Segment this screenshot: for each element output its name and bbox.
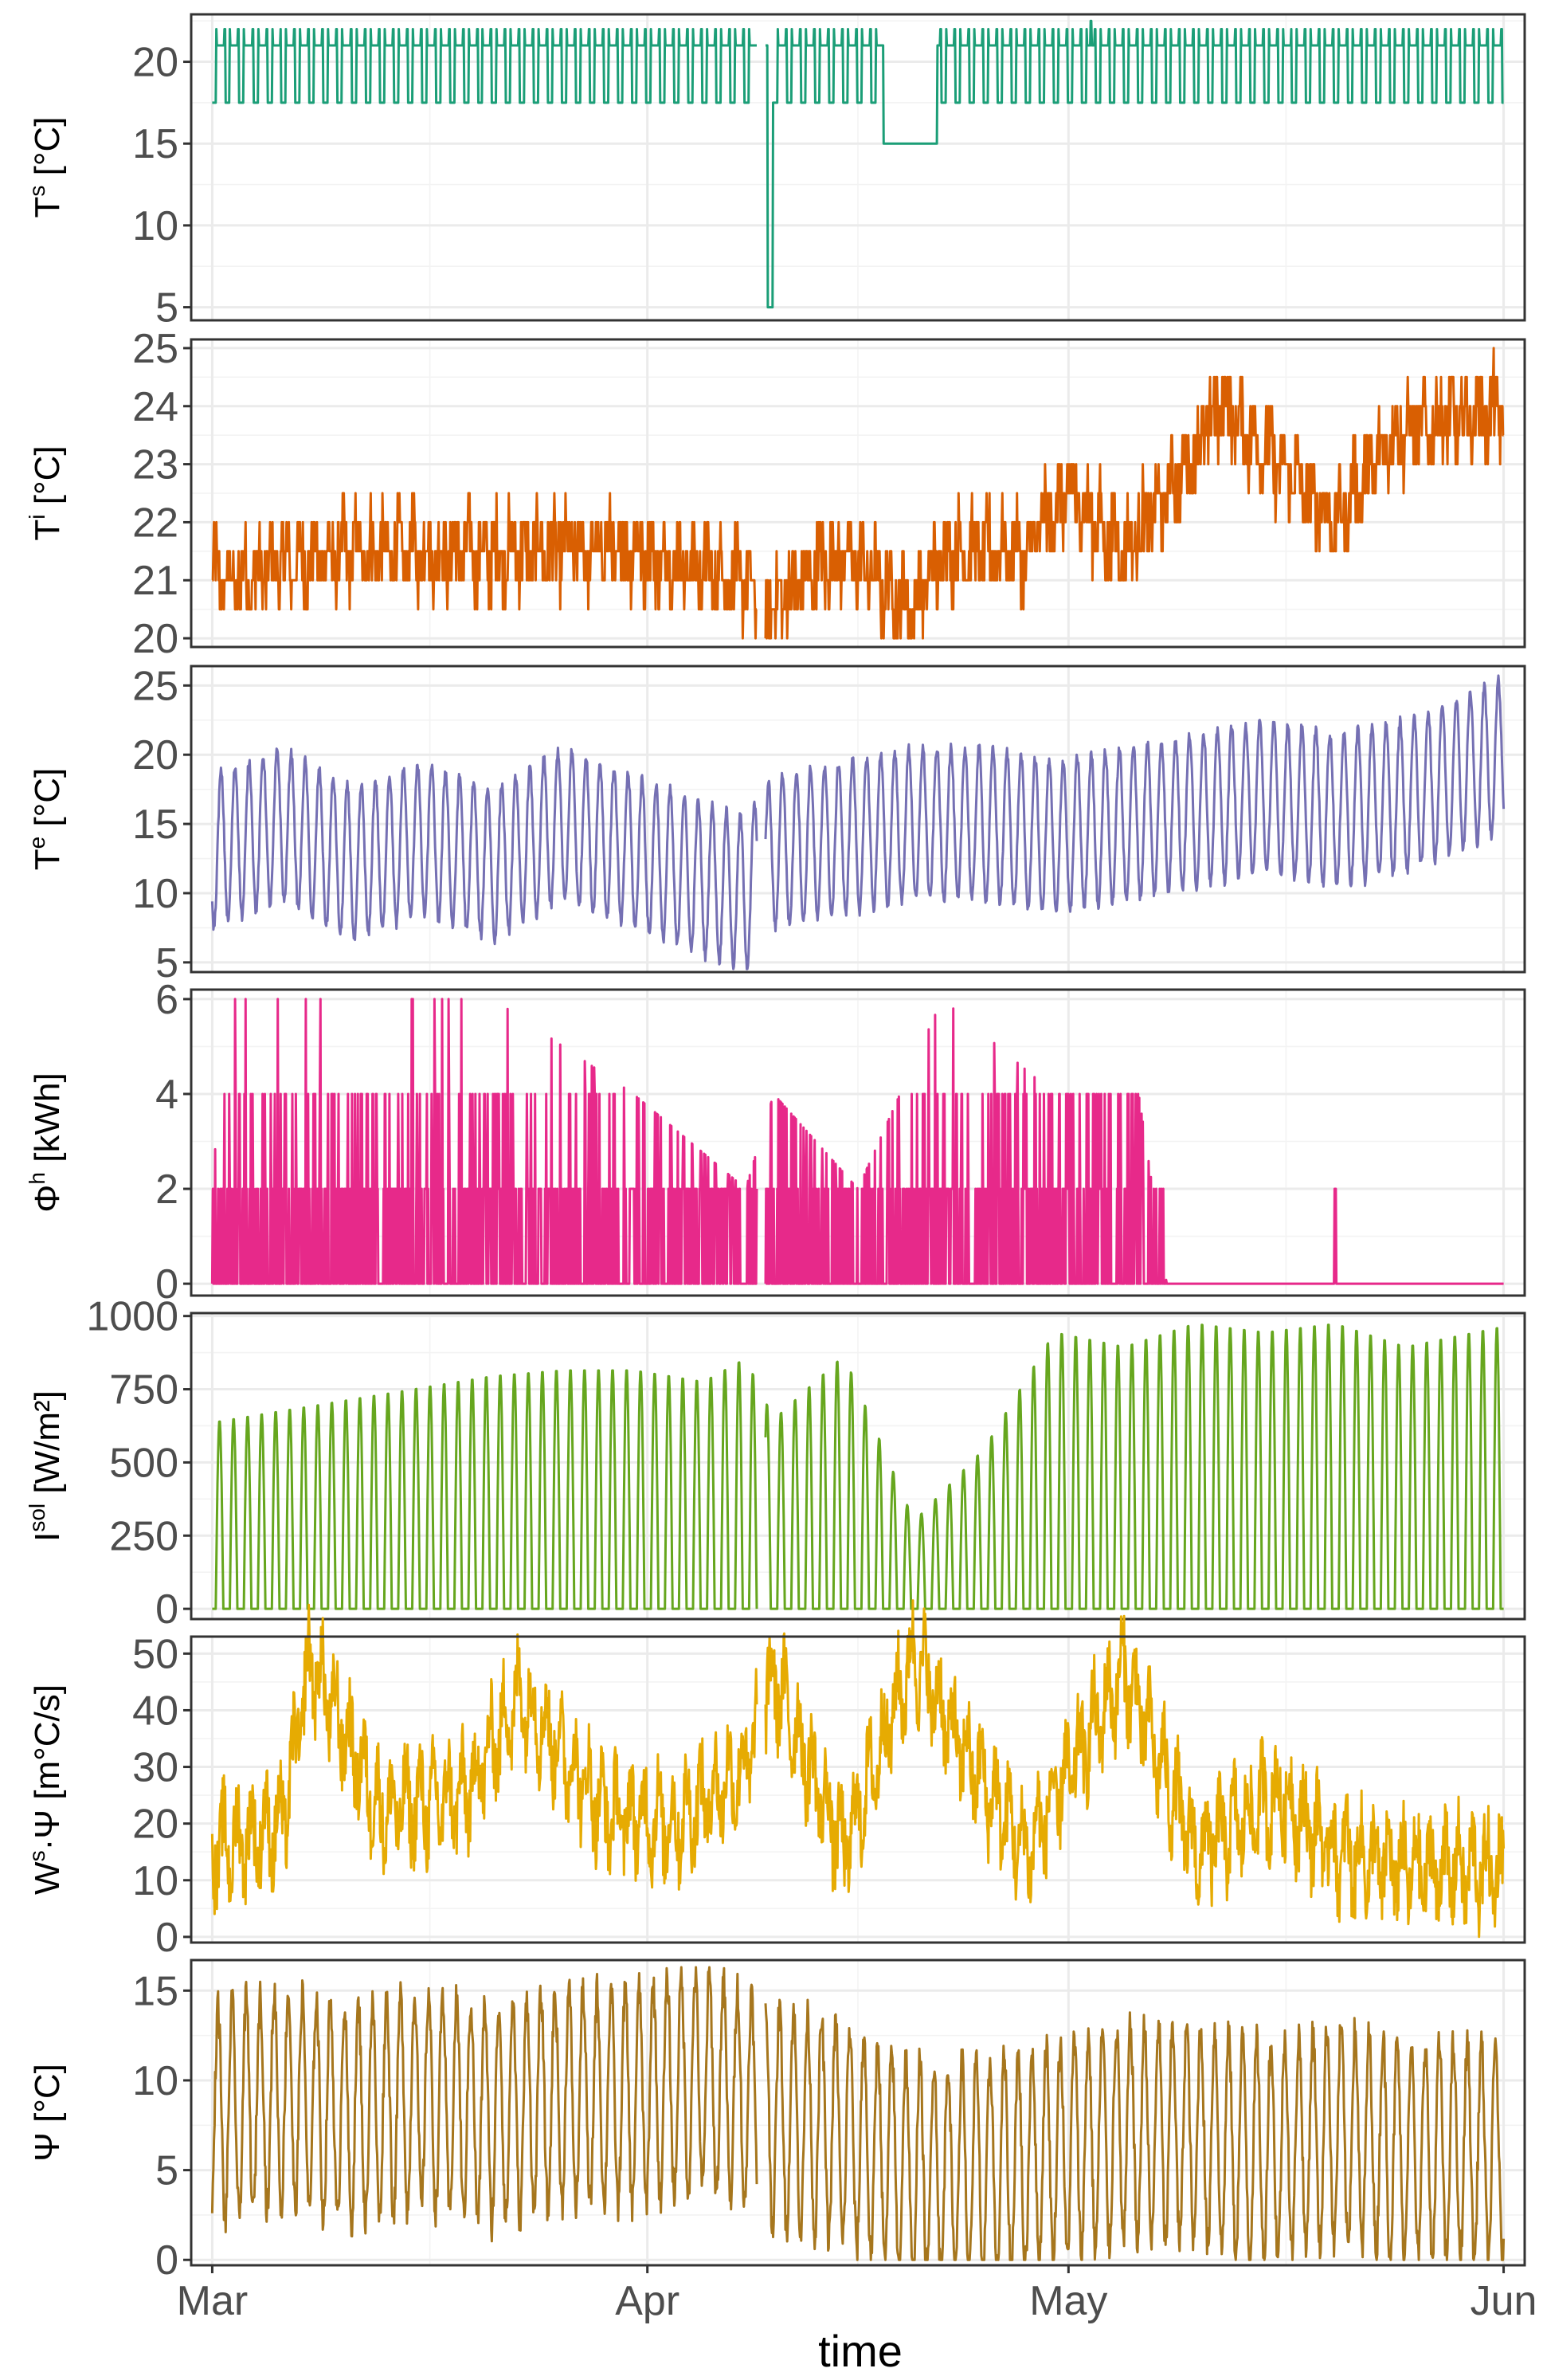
y-tick-label: 10 xyxy=(132,203,178,249)
y-tick-label: 30 xyxy=(132,1745,178,1791)
y-axis-title: Ts [°C] xyxy=(25,117,67,218)
y-tick-label: 1000 xyxy=(86,1294,178,1340)
y-title-unit: [kWh] xyxy=(28,1072,67,1172)
y-axis-title: Te [°C] xyxy=(25,768,67,871)
y-tick-label: 5 xyxy=(155,2148,178,2194)
panel-border xyxy=(190,1312,1526,1621)
y-tick-label: 5 xyxy=(155,285,178,331)
y-axis-title: Ti [°C] xyxy=(25,445,67,540)
y-tick-label: 20 xyxy=(132,40,178,86)
y-title-superscript: h xyxy=(25,1172,49,1185)
y-title-main: W xyxy=(28,1861,67,1895)
panel-Isol: 0 250 500 750 1000 Isol [W/m²] xyxy=(25,1294,1526,1633)
series-line-Psi xyxy=(210,1966,1506,2261)
y-axis-title: Isol [W/m²] xyxy=(25,1390,67,1542)
y-title-unit: [°C] xyxy=(28,2064,67,2132)
series-line-Phih xyxy=(210,998,1505,1285)
y-tick-label: 10 xyxy=(132,1858,178,1904)
series-line-Ts xyxy=(211,19,1505,309)
y-tick-label: 22 xyxy=(132,500,178,546)
panel-Psi: 0 5 10 15 Ψ [°C] xyxy=(28,1959,1526,2284)
panel-border xyxy=(190,1635,1526,1944)
x-tick-label: Apr xyxy=(615,2278,679,2324)
y-tick-label: 24 xyxy=(132,384,178,430)
y-tick-label: 21 xyxy=(132,558,178,604)
y-tick-label: 750 xyxy=(109,1367,178,1413)
y-title-main: T xyxy=(28,197,67,218)
y-title-unit: ·Ψ [m°C/s] xyxy=(28,1684,67,1850)
y-tick-label: 15 xyxy=(132,1968,178,2014)
panel-border xyxy=(190,13,1526,322)
y-title-superscript: sol xyxy=(25,1504,49,1532)
y-axis-title: Ws·Ψ [m°C/s] xyxy=(25,1684,67,1895)
y-tick-label: 15 xyxy=(132,802,178,848)
y-title-main: T xyxy=(28,849,67,870)
panel-Ts: 5 10 15 20 Ts [°C] xyxy=(25,13,1526,331)
y-tick-label: 4 xyxy=(155,1072,178,1118)
panel-border xyxy=(190,338,1526,649)
panel-Phih: 0 2 4 6 Φh [kWh] xyxy=(25,977,1526,1308)
series-line-Isol xyxy=(211,1323,1505,1610)
x-tick-label: May xyxy=(1029,2278,1107,2324)
x-axis: Mar Apr May Jun xyxy=(177,2265,1537,2324)
y-tick-label: 0 xyxy=(155,1261,178,1308)
y-axis-title: Ψ [°C] xyxy=(28,2064,67,2162)
y-title-superscript: e xyxy=(25,837,49,849)
panel-WsPsi: 0 10 20 30 40 50 Ws·Ψ [m°C/s] xyxy=(25,1599,1526,1961)
y-axis-title: Φh [kWh] xyxy=(25,1072,67,1212)
y-tick-label: 5 xyxy=(155,940,178,986)
y-title-unit: [W/m²] xyxy=(28,1390,67,1504)
y-tick-label: 25 xyxy=(132,326,178,372)
y-tick-label: 0 xyxy=(155,1586,178,1633)
y-title-unit: [°C] xyxy=(28,768,67,837)
y-tick-label: 20 xyxy=(132,616,178,662)
y-title-superscript: s xyxy=(25,1850,49,1861)
series-line-Te xyxy=(210,674,1506,970)
y-title-main: I xyxy=(28,1532,67,1542)
y-title-unit: [°C] xyxy=(28,445,67,514)
x-tick-label: Mar xyxy=(177,2278,249,2324)
panel-border xyxy=(190,988,1526,1297)
y-title-main: Φ xyxy=(28,1185,67,1213)
y-tick-label: 15 xyxy=(132,121,178,167)
x-axis-title: time xyxy=(818,2326,903,2376)
y-tick-label: 23 xyxy=(132,442,178,488)
series-line-Ti xyxy=(211,347,1505,640)
y-tick-label: 20 xyxy=(132,1802,178,1848)
panel-border xyxy=(190,1959,1526,2267)
y-tick-label: 50 xyxy=(132,1631,178,1677)
y-title-main: T xyxy=(28,520,67,541)
y-tick-label: 500 xyxy=(109,1440,178,1486)
y-title-superscript: i xyxy=(25,514,49,519)
x-tick-label: Jun xyxy=(1471,2278,1537,2324)
panel-Te: 5 10 15 20 25 Te [°C] xyxy=(25,663,1526,986)
y-tick-label: 0 xyxy=(155,1915,178,1961)
y-tick-label: 6 xyxy=(155,977,178,1023)
y-tick-label: 40 xyxy=(132,1688,178,1734)
series-line-WsPsi xyxy=(210,1599,1506,1939)
y-tick-label: 10 xyxy=(132,871,178,917)
y-title-unit: [°C] xyxy=(28,117,67,186)
y-tick-label: 20 xyxy=(132,732,178,778)
y-tick-label: 10 xyxy=(132,2058,178,2104)
panel-border xyxy=(190,665,1526,974)
y-tick-label: 250 xyxy=(109,1513,178,1559)
y-tick-label: 25 xyxy=(132,663,178,709)
panel-Ti: 20 21 22 23 24 25 Ti [°C] xyxy=(25,326,1526,662)
y-title-superscript: s xyxy=(25,186,49,197)
y-tick-label: 0 xyxy=(155,2237,178,2284)
y-tick-label: 2 xyxy=(155,1166,178,1213)
y-title-main: Ψ xyxy=(28,2132,67,2162)
